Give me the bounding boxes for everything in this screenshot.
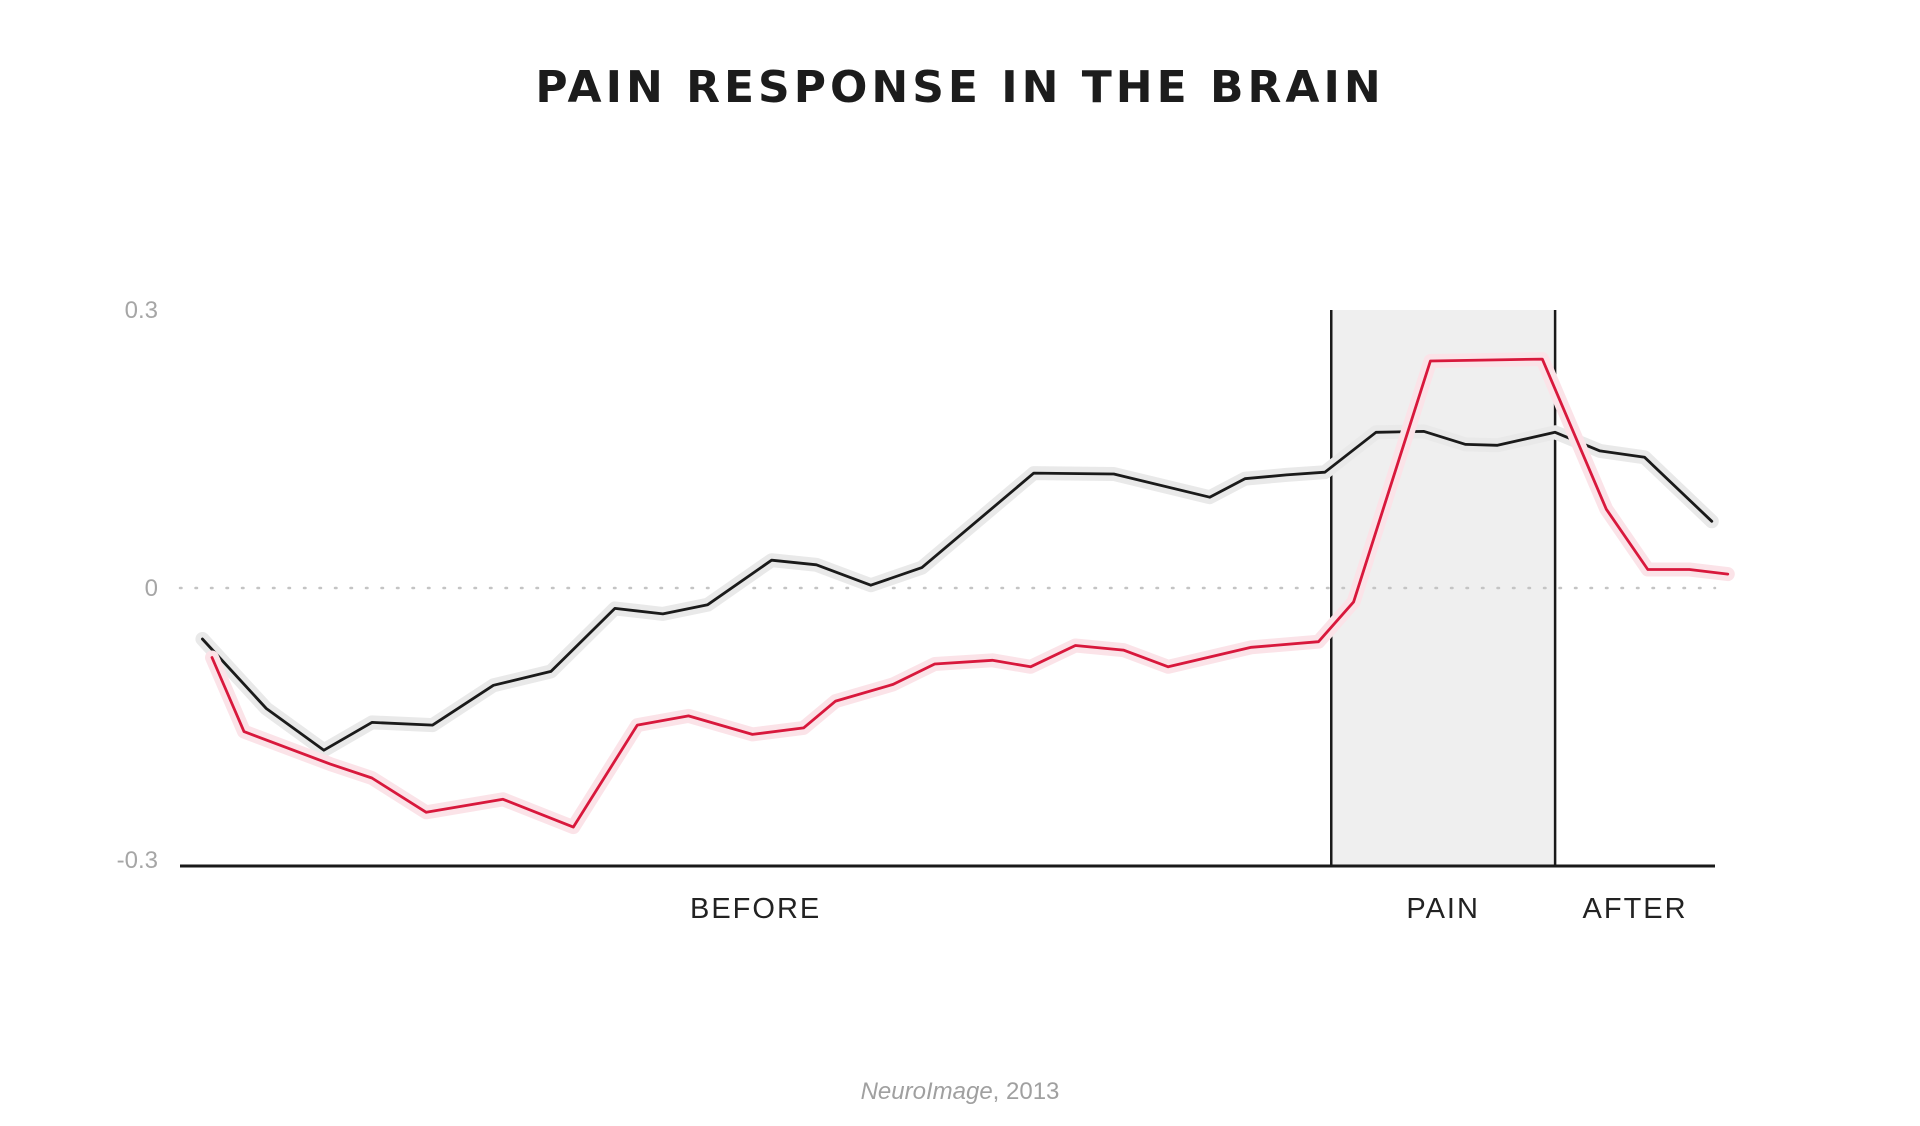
period-label-pain: PAIN	[1406, 893, 1480, 925]
y-tick-label: -0.3	[117, 847, 158, 874]
y-tick-label: 0.3	[125, 297, 158, 324]
source-year: , 2013	[992, 1078, 1060, 1105]
pain-period-band	[1331, 310, 1556, 866]
source-journal: NeuroImage	[860, 1078, 993, 1105]
y-tick-label: 0	[145, 575, 158, 602]
label-layer: 0.3 0 -0.3 BEFORE PAIN AFTER	[117, 297, 1688, 925]
series-layer	[195, 352, 1735, 835]
pain-period-band-layer	[1330, 310, 1557, 866]
chart-title: PAIN RESPONSE IN THE BRAIN	[535, 62, 1385, 113]
period-label-after: AFTER	[1583, 893, 1688, 925]
series-1-line	[201, 430, 1714, 752]
source-citation: NeuroImage, 2013	[0, 1078, 1920, 1106]
series-2-line	[210, 357, 1730, 829]
period-label-before: BEFORE	[690, 893, 821, 925]
